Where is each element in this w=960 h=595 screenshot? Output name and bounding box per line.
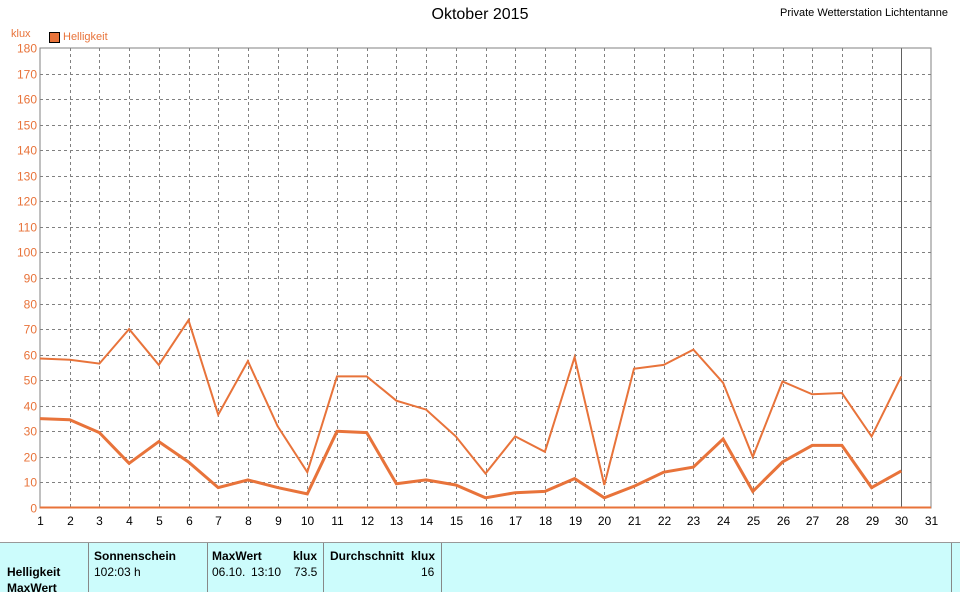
- x-tick-label: 3: [96, 514, 103, 528]
- x-tick-label: 9: [275, 514, 282, 528]
- y-tick-label: 60: [24, 349, 38, 363]
- legend-label: Helligkeit: [63, 31, 108, 43]
- x-tick-label: 4: [126, 514, 133, 528]
- x-tick-label: 14: [420, 514, 434, 528]
- x-tick-label: 23: [687, 514, 701, 528]
- series-line-1: [39, 317, 903, 486]
- max-time: 13:10: [251, 565, 282, 579]
- x-tick-label: 29: [866, 514, 880, 528]
- x-tick-label: 10: [301, 514, 315, 528]
- max-unit: klux: [293, 549, 318, 563]
- y-tick-label: 0: [30, 502, 37, 516]
- avg-header: Durchschnitt: [330, 549, 405, 563]
- y-tick-label: 90: [24, 272, 38, 286]
- y-tick-label: 100: [17, 246, 37, 260]
- x-tick-label: 19: [569, 514, 583, 528]
- x-tick-label: 7: [215, 514, 222, 528]
- y-tick-label: 180: [17, 42, 37, 56]
- row-label-maxwert: MaxWert: [7, 581, 57, 595]
- station-name: Private Wetterstation Lichtentanne: [780, 7, 948, 19]
- max-date: 06.10.: [212, 565, 246, 579]
- axes: 0102030405060708090100110120130140150160…: [17, 42, 939, 529]
- x-tick-label: 28: [836, 514, 850, 528]
- y-axis-unit: klux: [11, 28, 31, 40]
- legend-swatch: [49, 31, 60, 43]
- x-tick-label: 6: [186, 514, 193, 528]
- max-header: MaxWert: [212, 549, 262, 563]
- y-tick-label: 170: [17, 68, 37, 82]
- avg-value: 16: [421, 565, 435, 579]
- y-tick-label: 80: [24, 298, 38, 312]
- x-tick-label: 25: [747, 514, 761, 528]
- y-tick-label: 120: [17, 195, 37, 209]
- x-tick-label: 18: [539, 514, 553, 528]
- y-tick-label: 10: [24, 476, 38, 490]
- summary-panel: Helligkeit MaxWert Sonnenschein 102:03 h…: [0, 542, 960, 595]
- sunshine-value: 102:03 h: [94, 565, 141, 579]
- y-tick-label: 110: [18, 221, 37, 235]
- x-tick-label: 17: [509, 514, 523, 528]
- y-tick-label: 160: [17, 93, 37, 107]
- x-tick-label: 16: [480, 514, 494, 528]
- x-tick-label: 26: [777, 514, 791, 528]
- y-tick-label: 130: [17, 170, 37, 184]
- x-tick-label: 21: [628, 514, 642, 528]
- series-line-2: [39, 417, 903, 500]
- row-label-helligkeit: Helligkeit: [7, 565, 61, 579]
- x-tick-label: 13: [390, 514, 404, 528]
- series: [39, 317, 931, 509]
- y-tick-label: 40: [24, 400, 38, 414]
- y-tick-label: 20: [24, 451, 38, 465]
- y-tick-label: 50: [24, 374, 38, 388]
- legend: Helligkeit: [49, 31, 108, 43]
- x-tick-label: 8: [245, 514, 252, 528]
- scrollbar[interactable]: [951, 543, 960, 592]
- y-tick-label: 150: [17, 119, 37, 133]
- y-tick-label: 70: [24, 323, 38, 337]
- x-tick-label: 31: [925, 514, 939, 528]
- x-tick-label: 30: [895, 514, 909, 528]
- x-tick-label: 1: [37, 514, 44, 528]
- y-tick-label: 30: [24, 425, 38, 439]
- x-tick-label: 22: [658, 514, 672, 528]
- grid: [40, 48, 931, 508]
- x-tick-label: 27: [806, 514, 820, 528]
- chart: 0102030405060708090100110120130140150160…: [17, 42, 939, 529]
- y-tick-label: 140: [17, 144, 37, 158]
- sunshine-header: Sonnenschein: [94, 549, 177, 563]
- chart-title: Oktober 2015: [431, 6, 529, 23]
- x-tick-label: 2: [67, 514, 74, 528]
- max-value: 73.5: [294, 565, 318, 579]
- avg-unit: klux: [411, 549, 436, 563]
- x-tick-label: 5: [156, 514, 163, 528]
- x-tick-label: 11: [331, 514, 344, 528]
- x-tick-label: 15: [450, 514, 464, 528]
- x-tick-label: 12: [361, 514, 375, 528]
- x-tick-label: 24: [717, 514, 731, 528]
- x-tick-label: 20: [598, 514, 612, 528]
